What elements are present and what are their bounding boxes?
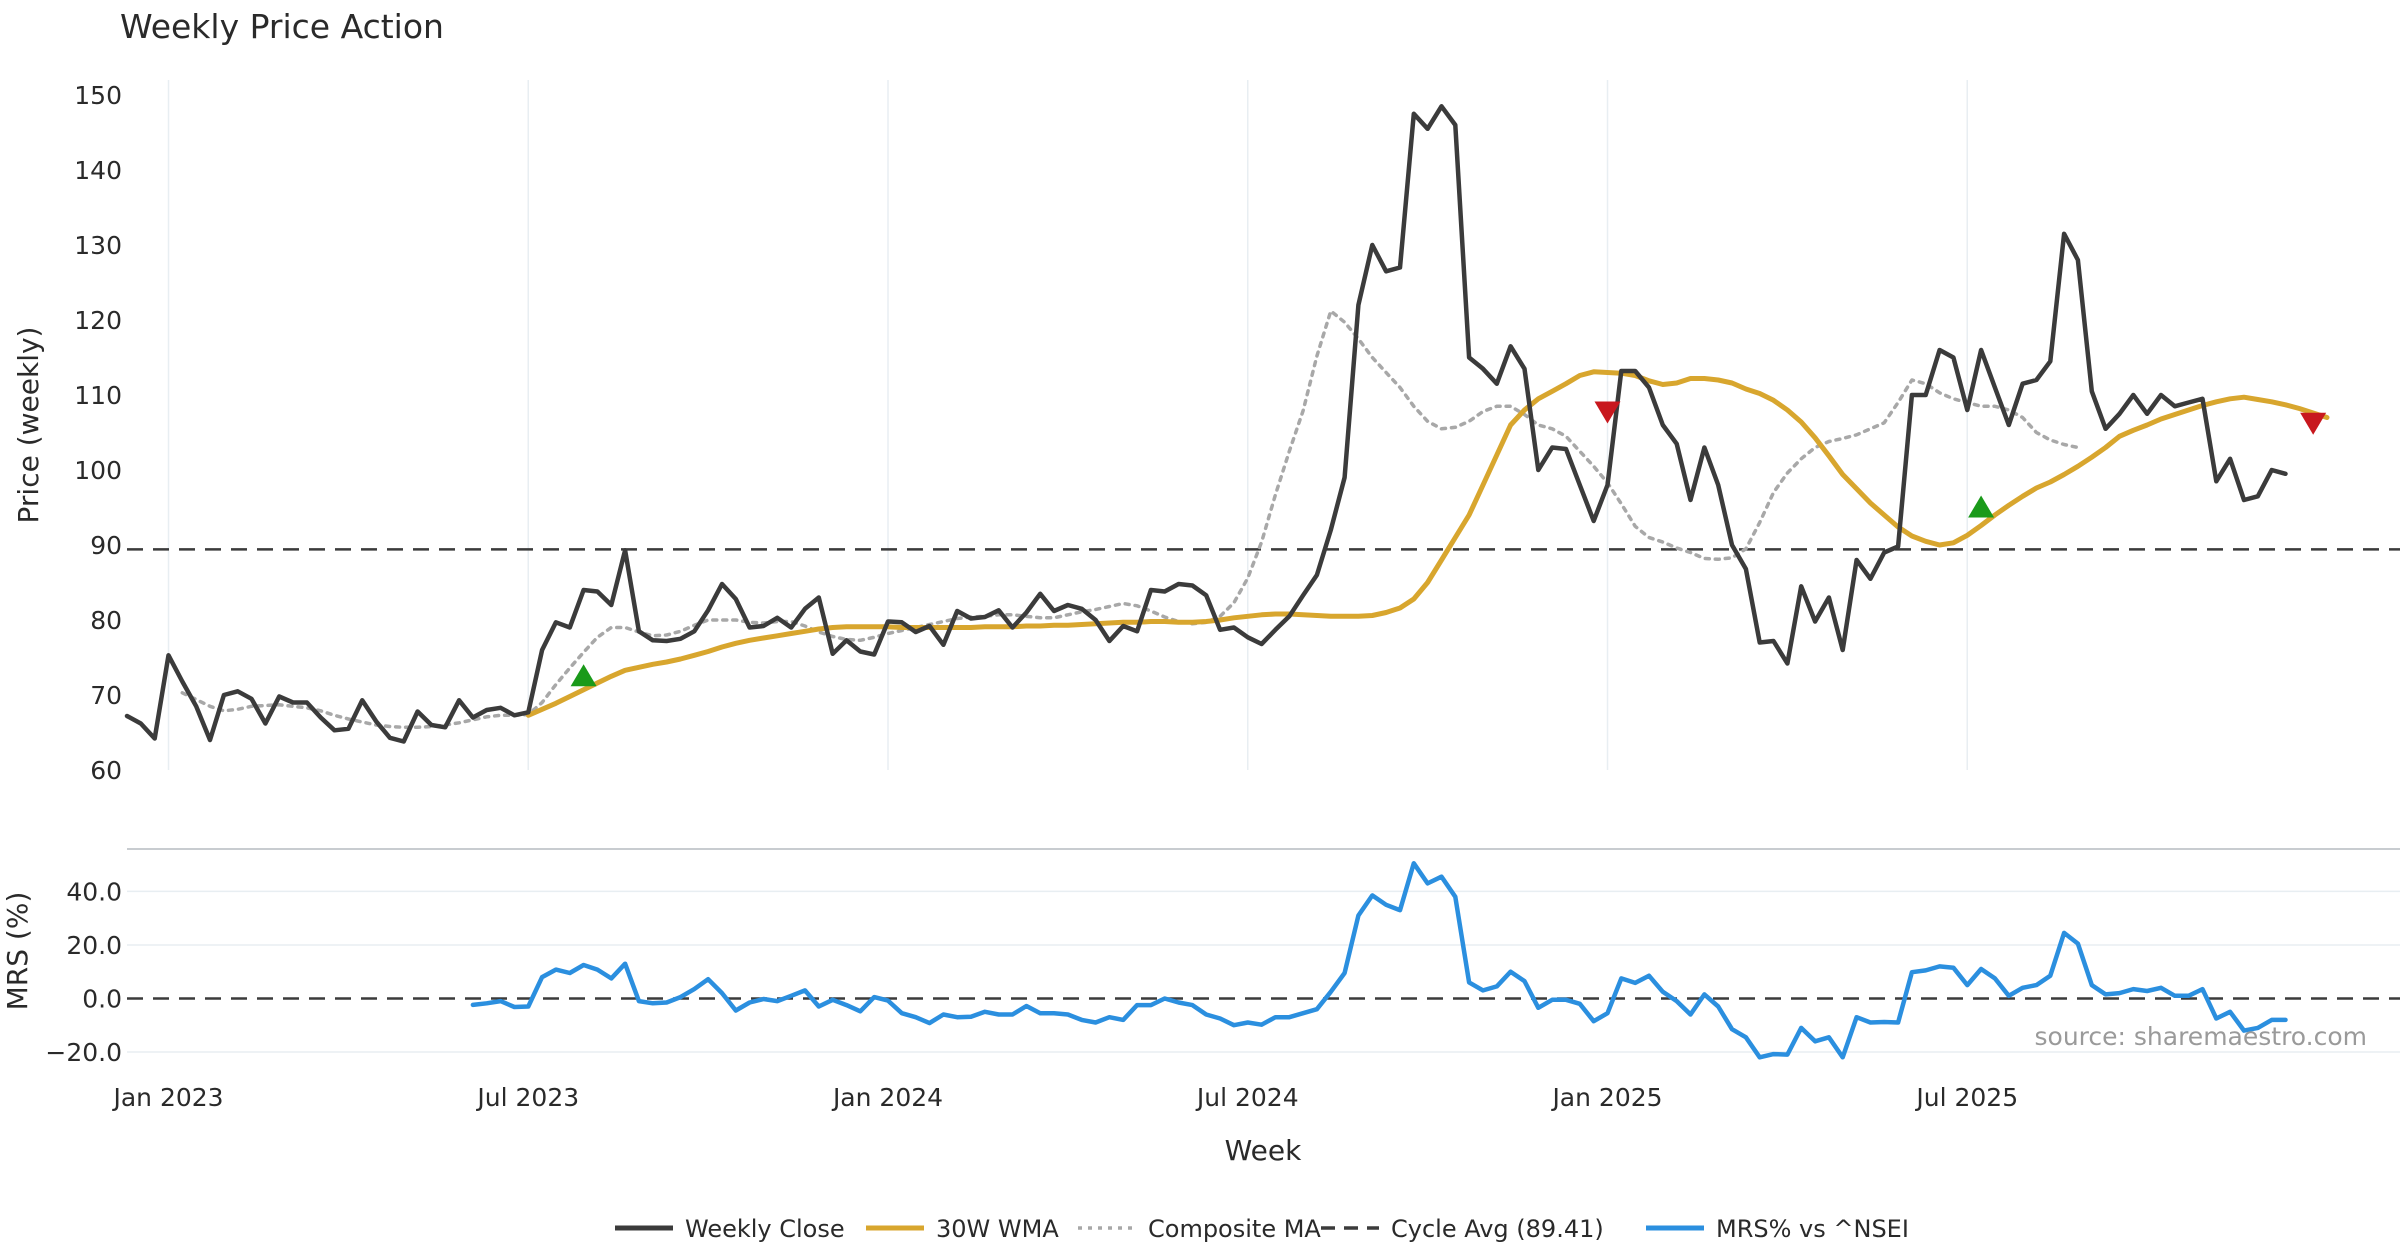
price-grid xyxy=(167,80,1969,770)
buy-signal-marker xyxy=(1968,495,1995,518)
legend-label: Cycle Avg (89.41) xyxy=(1391,1215,1604,1243)
mrs-series-line xyxy=(470,861,2288,1060)
price-y-tick: 110 xyxy=(74,381,122,410)
price-y-tick: 150 xyxy=(74,81,122,110)
price-y-tick: 120 xyxy=(74,306,122,335)
x-axis-label: Week xyxy=(1225,1134,1302,1167)
mrs-y-tick: −20.0 xyxy=(45,1038,122,1067)
price-series-lines xyxy=(124,104,2330,744)
legend-label: Composite MA xyxy=(1148,1215,1321,1243)
price-y-tick: 70 xyxy=(90,681,122,710)
weekly-close-line xyxy=(124,104,2288,744)
x-tick: Jul 2024 xyxy=(1195,1083,1299,1112)
price-y-tick: 90 xyxy=(90,531,122,560)
mrs-panel: −20.0 0.0 20.0 40.0 MRS (%) source: sharema… xyxy=(1,861,2400,1067)
legend: Weekly Close 30W WMA Composite MA Cycle Avg… xyxy=(615,1215,1909,1243)
signal-markers xyxy=(570,401,2327,687)
price-y-tick: 130 xyxy=(74,231,122,260)
price-y-tick: 100 xyxy=(74,456,122,485)
sell-signal-marker xyxy=(1594,401,1621,424)
mrs-y-axis-label: MRS (%) xyxy=(1,892,34,1011)
price-y-tick: 140 xyxy=(74,156,122,185)
price-panel: 60 70 80 90 100 110 120 130 140 150 Price (weekly… xyxy=(12,80,2400,785)
x-tick: Jul 2025 xyxy=(1914,1083,2018,1112)
price-y-tick: 80 xyxy=(90,606,122,635)
sell-signal-marker xyxy=(2300,412,2327,435)
x-tick: Jul 2023 xyxy=(475,1083,579,1112)
source-annotation: source: sharemaestro.com xyxy=(2035,1022,2368,1051)
mrs-y-tick: 0.0 xyxy=(82,984,122,1013)
x-tick: Jan 2023 xyxy=(111,1083,223,1112)
price-y-ticks: 60 70 80 90 100 110 120 130 140 150 xyxy=(74,81,122,785)
price-y-tick: 60 xyxy=(90,756,122,785)
x-axis-ticks: Jan 2023 Jul 2023 Jan 2024 Jul 2024 Jan 2025… xyxy=(111,1083,2018,1112)
composite-ma-line xyxy=(180,309,2080,730)
wma-30w-line xyxy=(525,369,2330,718)
mrs-y-ticks: −20.0 0.0 20.0 40.0 xyxy=(45,877,122,1067)
buy-signal-marker xyxy=(570,664,597,687)
mrs-line xyxy=(470,861,2288,1060)
chart-title: Weekly Price Action xyxy=(120,7,444,46)
legend-label: 30W WMA xyxy=(936,1215,1059,1243)
legend-label: Weekly Close xyxy=(685,1215,845,1243)
mrs-grid xyxy=(127,890,2400,1053)
price-y-axis-label: Price (weekly) xyxy=(12,327,45,524)
x-tick: Jan 2024 xyxy=(831,1083,943,1112)
legend-label: MRS% vs ^NSEI xyxy=(1716,1215,1909,1243)
mrs-y-tick: 40.0 xyxy=(66,877,122,906)
x-tick: Jan 2025 xyxy=(1550,1083,1662,1112)
mrs-y-tick: 20.0 xyxy=(66,931,122,960)
